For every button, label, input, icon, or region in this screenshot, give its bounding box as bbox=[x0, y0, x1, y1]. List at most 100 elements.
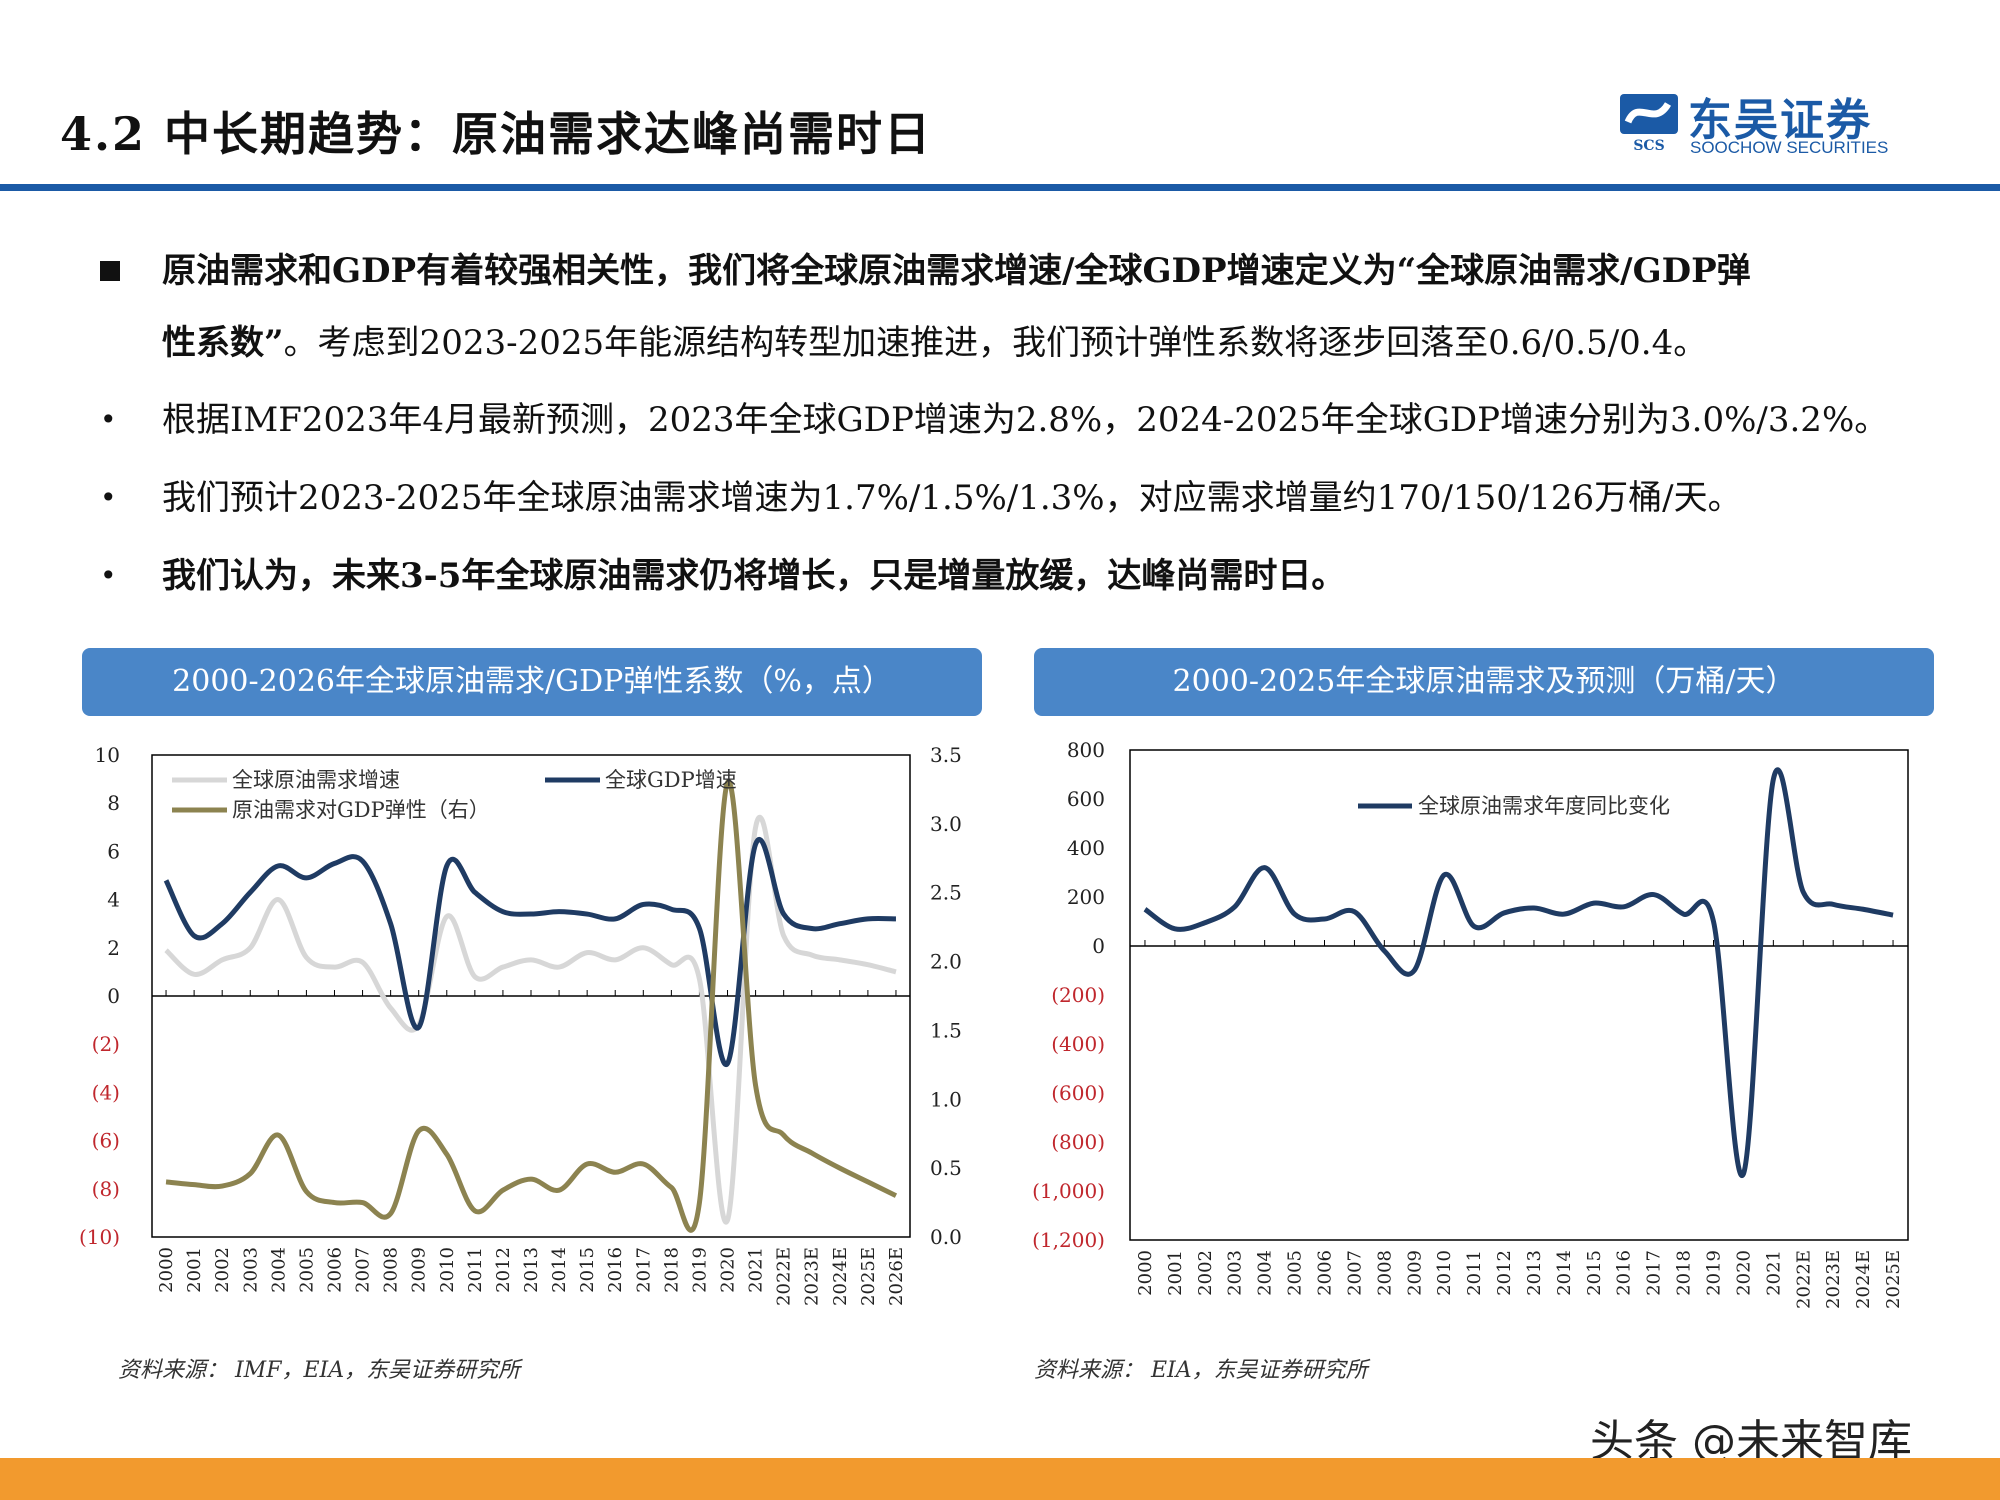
x-tick-label: 2011 bbox=[1464, 1250, 1485, 1296]
y-tick-label: (600) bbox=[1051, 1081, 1105, 1105]
y-tick-label: (1,200) bbox=[1032, 1228, 1105, 1252]
x-tick-label: 2014 bbox=[549, 1247, 570, 1293]
y-right-tick-label: 3.0 bbox=[930, 812, 962, 836]
x-tick-label: 2023E bbox=[1823, 1250, 1844, 1309]
y-tick-label: 600 bbox=[1067, 787, 1105, 811]
logo-english-name: SOOCHOW SECURITIES bbox=[1690, 138, 1889, 157]
y-right-tick-label: 2.5 bbox=[930, 881, 962, 905]
x-tick-label: 2000 bbox=[1135, 1250, 1156, 1296]
series-line bbox=[165, 779, 898, 1233]
x-tick-label: 2001 bbox=[1165, 1250, 1186, 1296]
bullet-text: 根据IMF2023年4月最新预测，2023年全球GDP增速为2.8%，2024-… bbox=[162, 400, 1889, 440]
x-tick-label: 2009 bbox=[409, 1247, 430, 1293]
y-right-tick-label: 0.0 bbox=[930, 1225, 962, 1249]
x-tick-label: 2002 bbox=[1195, 1250, 1216, 1296]
y-left-tick-label: 10 bbox=[95, 743, 120, 767]
y-left-tick-label: 6 bbox=[107, 839, 120, 863]
x-tick-label: 2024E bbox=[830, 1247, 851, 1306]
y-tick-label: (200) bbox=[1051, 983, 1105, 1007]
legend-label: 全球原油需求增速 bbox=[232, 768, 400, 792]
y-right-tick-label: 1.5 bbox=[930, 1018, 962, 1042]
x-tick-label: 2004 bbox=[268, 1247, 289, 1293]
logo-mark-icon: SCS bbox=[1620, 94, 1678, 154]
x-tick-label: 2005 bbox=[296, 1247, 317, 1293]
square-bullet-icon bbox=[100, 235, 130, 305]
right-chart-header: 2000-2025年全球原油需求及预测（万桶/天） bbox=[1034, 648, 1934, 716]
y-left-tick-label: (10) bbox=[79, 1225, 120, 1249]
bullet-text: 我们预计2023-2025年全球原油需求增速为1.7%/1.5%/1.3%，对应… bbox=[162, 478, 1742, 518]
x-tick-label: 2012 bbox=[1494, 1250, 1515, 1296]
bullet-list: 原油需求和GDP有着较强相关性，我们将全球原油需求增速/全球GDP增速定义为“全… bbox=[100, 235, 1980, 619]
x-tick-label: 2017 bbox=[1644, 1250, 1665, 1296]
bullet-item: • 我们认为，未来3-5年全球原油需求仍将增长，只是增量放缓，达峰尚需时日。 bbox=[100, 541, 1980, 619]
x-tick-label: 2001 bbox=[184, 1247, 205, 1293]
dot-bullet-icon: • bbox=[100, 481, 117, 514]
x-tick-label: 2007 bbox=[353, 1247, 374, 1293]
y-tick-label: (1,000) bbox=[1032, 1179, 1105, 1203]
x-tick-label: 2022E bbox=[774, 1247, 795, 1306]
y-left-tick-label: (4) bbox=[92, 1080, 120, 1104]
x-tick-label: 2016 bbox=[605, 1247, 626, 1293]
x-tick-label: 2007 bbox=[1344, 1250, 1365, 1296]
y-right-tick-label: 1.0 bbox=[930, 1087, 962, 1111]
x-tick-label: 2016 bbox=[1614, 1250, 1635, 1296]
bullet-text-bold: 我们认为，未来3-5年全球原油需求仍将增长，只是增量放缓，达峰尚需时日。 bbox=[162, 556, 1346, 596]
bullet-text-bold: 原油需求和GDP有着较强相关性，我们将全球原油需求增速/全球GDP增速定义为“全… bbox=[162, 251, 1751, 291]
x-tick-label: 2015 bbox=[577, 1247, 598, 1293]
x-tick-label: 2026E bbox=[886, 1247, 907, 1306]
y-tick-label: (400) bbox=[1051, 1032, 1105, 1056]
x-tick-label: 2009 bbox=[1404, 1250, 1425, 1296]
x-tick-label: 2025E bbox=[1883, 1250, 1904, 1309]
bullet-text: 。考虑到2023-2025年能源结构转型加速推进，我们预计弹性系数将逐步回落至0… bbox=[283, 323, 1708, 363]
y-left-tick-label: 0 bbox=[107, 984, 120, 1008]
legend-label: 全球GDP增速 bbox=[605, 768, 737, 792]
x-tick-label: 2021 bbox=[746, 1247, 767, 1293]
x-tick-label: 2018 bbox=[1674, 1250, 1695, 1296]
bullet-item: • 我们预计2023-2025年全球原油需求增速为1.7%/1.5%/1.3%，… bbox=[100, 463, 1980, 541]
y-left-tick-label: 8 bbox=[107, 791, 120, 815]
x-tick-label: 2023E bbox=[802, 1247, 823, 1306]
x-tick-label: 2003 bbox=[1225, 1250, 1246, 1296]
logo-abbr: SCS bbox=[1633, 138, 1664, 152]
bullet-item: • 根据IMF2023年4月最新预测，2023年全球GDP增速为2.8%，202… bbox=[100, 385, 1980, 463]
x-tick-label: 2018 bbox=[661, 1247, 682, 1293]
y-tick-label: 800 bbox=[1067, 738, 1105, 762]
x-tick-label: 2000 bbox=[156, 1247, 177, 1293]
x-tick-label: 2010 bbox=[437, 1247, 458, 1293]
x-tick-label: 2004 bbox=[1255, 1250, 1276, 1296]
x-tick-label: 2002 bbox=[212, 1247, 233, 1293]
oil-demand-chart: 800 600 400 2000 (200) (400) (600) (800) (1,000)… bbox=[1032, 738, 1909, 1309]
y-tick-label: (800) bbox=[1051, 1130, 1105, 1154]
x-tick-label: 2011 bbox=[465, 1247, 486, 1293]
y-right-tick-label: 0.5 bbox=[930, 1156, 962, 1180]
x-tick-label: 2024E bbox=[1853, 1250, 1874, 1309]
y-left-tick-label: 2 bbox=[107, 936, 120, 960]
x-tick-label: 2021 bbox=[1763, 1250, 1784, 1296]
y-left-tick-label: (2) bbox=[92, 1032, 120, 1056]
x-tick-label: 2020 bbox=[1733, 1250, 1754, 1296]
x-tick-label: 2017 bbox=[633, 1247, 654, 1293]
bullet-text-bold: 性系数” bbox=[162, 323, 284, 363]
left-chart-source: 资料来源： IMF，EIA，东吴证券研究所 bbox=[118, 1358, 521, 1383]
x-tick-label: 2008 bbox=[381, 1247, 402, 1293]
legend-label: 原油需求对GDP弹性（右） bbox=[232, 798, 490, 822]
y-left-tick-label: (8) bbox=[92, 1177, 120, 1201]
page-title: 4.2 中长期趋势：原油需求达峰尚需时日 bbox=[60, 107, 933, 161]
x-tick-label: 2022E bbox=[1793, 1250, 1814, 1309]
x-tick-label: 2019 bbox=[1704, 1250, 1725, 1296]
logo-chinese-name: 东吴证券 bbox=[1688, 95, 1872, 146]
legend-label: 全球原油需求年度同比变化 bbox=[1418, 794, 1670, 818]
series-line bbox=[1143, 767, 1894, 1178]
x-tick-label: 2006 bbox=[1315, 1250, 1336, 1296]
y-tick-label: 400 bbox=[1067, 836, 1105, 860]
y-tick-label: 200 bbox=[1067, 885, 1105, 909]
x-tick-label: 2014 bbox=[1554, 1250, 1575, 1296]
elasticity-chart: 10 8 6 4 2 0 (2) (4) (6) (8) (10) 3.5 3.0 2.5 2.0 1.5 1.… bbox=[79, 743, 962, 1306]
dot-bullet-icon: • bbox=[100, 559, 117, 592]
x-tick-label: 2015 bbox=[1584, 1250, 1605, 1296]
x-tick-label: 2013 bbox=[1524, 1250, 1545, 1296]
x-tick-label: 2013 bbox=[521, 1247, 542, 1293]
footer-bar bbox=[0, 1458, 2000, 1500]
x-tick-label: 2020 bbox=[718, 1247, 739, 1293]
bullet-item: 原油需求和GDP有着较强相关性，我们将全球原油需求增速/全球GDP增速定义为“全… bbox=[100, 235, 1980, 385]
